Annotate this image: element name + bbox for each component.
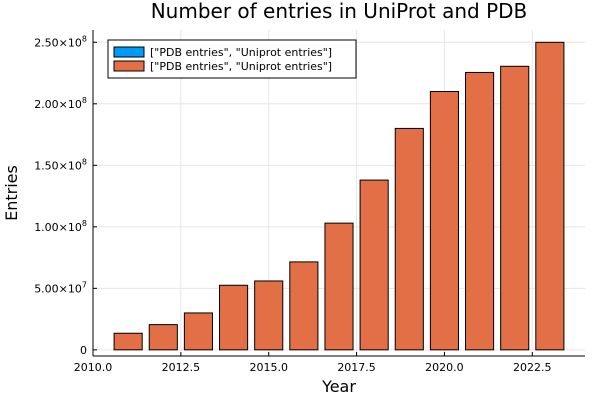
bars bbox=[113, 41, 565, 351]
y-tick-label: 1.00×108 bbox=[34, 219, 87, 234]
x-tick-label: 2022.5 bbox=[513, 361, 552, 374]
bar-2017-series-2 bbox=[324, 222, 354, 351]
legend: ["PDB entries", "Uniprot entries"]["PDB … bbox=[107, 39, 357, 79]
bar-2020-series-2 bbox=[429, 91, 459, 351]
axes bbox=[92, 30, 585, 357]
x-axis-label: Year bbox=[321, 377, 356, 396]
bar-2015-series-2 bbox=[254, 280, 284, 351]
chart-title: Number of entries in UniProt and PDB bbox=[151, 0, 528, 23]
y-tick-label: 0 bbox=[80, 344, 87, 357]
bar-2018-series-2 bbox=[359, 179, 389, 351]
legend-swatch bbox=[113, 60, 145, 72]
legend-label: ["PDB entries", "Uniprot entries"] bbox=[150, 46, 332, 59]
legend-label: ["PDB entries", "Uniprot entries"] bbox=[150, 60, 332, 73]
legend-box bbox=[107, 39, 357, 79]
bar-2022-series-2 bbox=[500, 65, 530, 351]
x-tick-label: 2015.0 bbox=[249, 361, 288, 374]
x-tick-label: 2010.0 bbox=[74, 361, 113, 374]
bar-2011-series-2 bbox=[113, 332, 143, 351]
x-tick-label: 2012.5 bbox=[162, 361, 201, 374]
x-tick-label: 2017.5 bbox=[337, 361, 376, 374]
x-tick-label: 2020.0 bbox=[425, 361, 464, 374]
legend-swatch bbox=[113, 46, 145, 58]
bar-2012-series-2 bbox=[148, 324, 178, 351]
bar-2013-series-2 bbox=[183, 312, 213, 351]
tick-labels: 2010.0 2012.5 2015.0 2017.5 2020.0 2022.5 0 5.0… bbox=[34, 34, 551, 374]
bar-2016-series-2 bbox=[289, 261, 319, 351]
bar-2014-series-2 bbox=[219, 284, 249, 351]
bar-2021-series-2 bbox=[465, 71, 495, 351]
y-axis-label: Entries bbox=[2, 165, 21, 221]
y-tick-label: 1.50×108 bbox=[34, 157, 87, 172]
bar-2023-series-2 bbox=[535, 41, 565, 351]
y-tick-label: 2.50×108 bbox=[34, 34, 87, 49]
y-tick-label: 2.00×108 bbox=[34, 96, 87, 111]
bar-2019-series-2 bbox=[394, 127, 424, 351]
y-tick-label: 5.00×107 bbox=[34, 280, 87, 295]
